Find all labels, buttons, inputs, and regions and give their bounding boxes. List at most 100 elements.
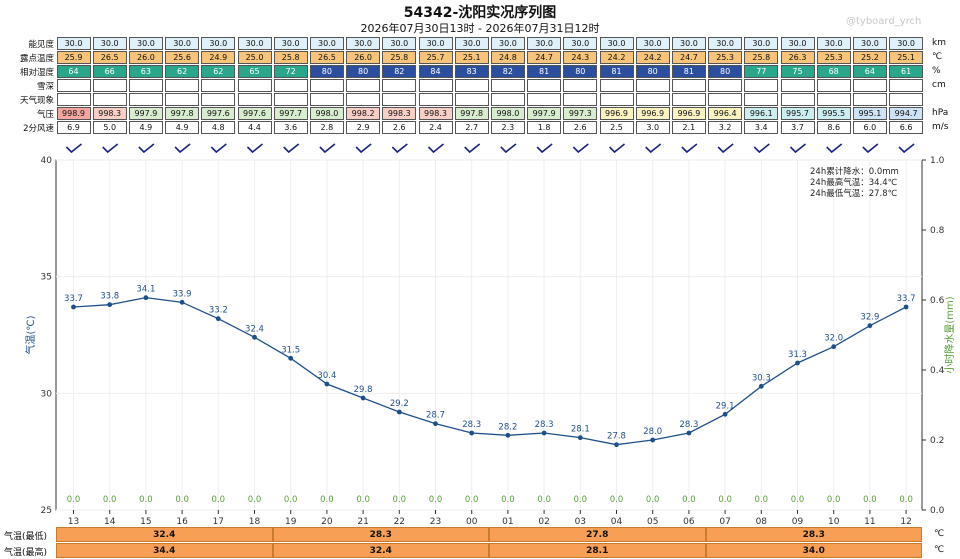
- table-cell: 25.8: [382, 51, 417, 64]
- precip-label: 0.0: [356, 495, 370, 505]
- bottom-row-2-segment: 32.4: [272, 543, 489, 558]
- x-tick-label: 21: [357, 517, 368, 527]
- temperature-point: [722, 411, 728, 417]
- table-cell: [527, 93, 562, 106]
- temperature-label: 33.2: [209, 306, 228, 316]
- wind-check-icon: [681, 143, 698, 154]
- row-unit: hPa: [932, 108, 949, 118]
- table-cell: [56, 79, 91, 92]
- table-cell: [454, 93, 489, 106]
- temperature-label: 32.0: [824, 334, 843, 344]
- x-tick-label: 06: [683, 517, 695, 527]
- wind-check-icon: [536, 143, 553, 154]
- table-cell: 6.6: [889, 121, 924, 134]
- bottom-row-2-segment: 34.0: [705, 543, 922, 558]
- temperature-point: [179, 299, 185, 305]
- temperature-point: [686, 430, 692, 436]
- table-cell: 30.0: [346, 37, 381, 50]
- x-tick-label: 11: [864, 517, 875, 527]
- row-unit: ℃: [932, 52, 943, 62]
- temperature-point: [71, 304, 76, 310]
- bottom-row-1-segment: 27.8: [489, 527, 706, 542]
- temperature-label: 31.5: [281, 345, 300, 355]
- temperature-point: [433, 421, 438, 427]
- table-cell: 994.7: [889, 107, 924, 120]
- table-cell: 77: [744, 65, 779, 78]
- temperature-label: 28.2: [498, 422, 517, 432]
- plot-frame: [55, 159, 923, 511]
- wind-check-icon: [862, 143, 879, 154]
- table-cell: 997.6: [201, 107, 236, 120]
- row-unit: m/s: [932, 122, 949, 132]
- table-cell: [490, 79, 525, 92]
- table-cell: 84: [418, 65, 453, 78]
- table-cell: 81: [671, 65, 706, 78]
- precip-label: 0.0: [284, 495, 298, 505]
- table-cell: 80: [346, 65, 381, 78]
- y-tick-label: 25: [41, 506, 52, 516]
- table-cell: 82: [490, 65, 525, 78]
- temperature-label: 29.1: [716, 401, 735, 411]
- temperature-label: 33.7: [897, 294, 916, 304]
- table-cell: 25.3: [708, 51, 743, 64]
- wind-check-icon: [645, 143, 662, 154]
- table-cell: 8.6: [816, 121, 851, 134]
- x-tick-label: 00: [466, 517, 478, 527]
- table-cell: 995.7: [780, 107, 815, 120]
- temperature-label: 33.9: [173, 289, 192, 299]
- row-unit: km: [932, 38, 946, 48]
- table-cell: 80: [708, 65, 743, 78]
- table-cell: 30.0: [527, 37, 562, 50]
- x-tick-label: 19: [285, 517, 297, 527]
- table-cell: 61: [889, 65, 924, 78]
- table-cell: [92, 93, 127, 106]
- table-cell: 66: [92, 65, 127, 78]
- bottom-row-1-label: 气温(最低): [4, 532, 48, 542]
- table-cell: 25.1: [454, 51, 489, 64]
- wind-check-icon: [138, 143, 155, 154]
- table-cell: 25.8: [744, 51, 779, 64]
- wind-check-icon: [65, 143, 82, 154]
- table-cell: [382, 79, 417, 92]
- table-cell: 26.3: [780, 51, 815, 64]
- table-cell: 996.4: [708, 107, 743, 120]
- table-cell: [816, 93, 851, 106]
- table-cell: 996.9: [671, 107, 706, 120]
- temperature-point: [795, 360, 800, 366]
- table-cell: [454, 79, 489, 92]
- y-tick-label: 35: [41, 273, 52, 283]
- table-cell: 996.9: [599, 107, 634, 120]
- table-cell: [273, 79, 308, 92]
- table-cell: 83: [454, 65, 489, 78]
- table-cell: 998.0: [490, 107, 525, 120]
- table-cell: 82: [382, 65, 417, 78]
- row-unit: cm: [932, 80, 946, 90]
- bottom-row-1-unit: ℃: [934, 529, 945, 539]
- table-cell: 30.0: [382, 37, 417, 50]
- bottom-row-2-unit: ℃: [934, 545, 945, 555]
- bottom-row-2-segment: 34.4: [56, 543, 273, 558]
- table-cell: [165, 93, 200, 106]
- table-cell: [671, 79, 706, 92]
- table-cell: [92, 79, 127, 92]
- precip-label: 0.0: [248, 495, 262, 505]
- y2-tick-label: 0.8: [930, 226, 945, 236]
- table-cell: 26.5: [92, 51, 127, 64]
- temperature-point: [505, 432, 511, 438]
- table-cell: [635, 79, 670, 92]
- table-cell: 4.8: [201, 121, 236, 134]
- table-cell: 25.8: [273, 51, 308, 64]
- x-tick-label: 09: [792, 517, 804, 527]
- table-cell: 80: [635, 65, 670, 78]
- table-cell: 2.6: [382, 121, 417, 134]
- temperature-label: 32.4: [245, 324, 264, 334]
- table-cell: [56, 93, 91, 106]
- wind-check-icon: [355, 143, 372, 154]
- table-cell: 2.4: [418, 121, 453, 134]
- table-cell: [490, 93, 525, 106]
- table-cell: 25.7: [418, 51, 453, 64]
- table-cell: 30.0: [599, 37, 634, 50]
- table-cell: 25.3: [816, 51, 851, 64]
- x-tick-label: 10: [828, 517, 840, 527]
- summary-max-temp: 24h最高气温：34.4℃: [810, 177, 898, 188]
